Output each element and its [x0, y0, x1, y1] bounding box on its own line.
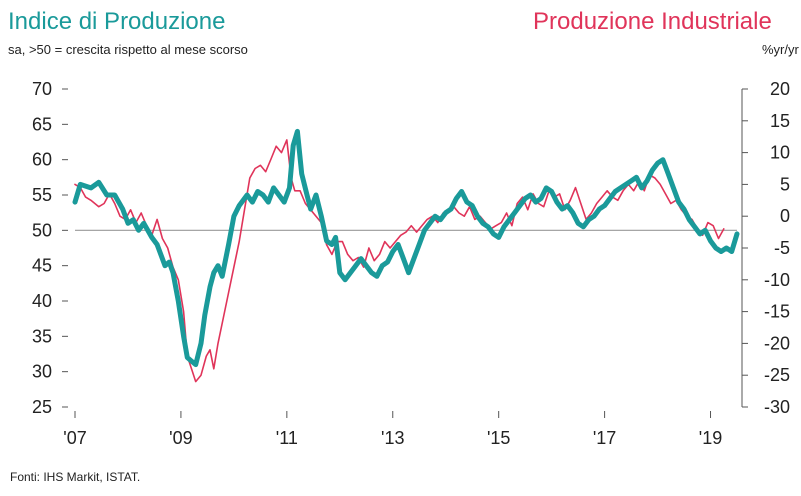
left-axis-tick-label: 65 [32, 114, 52, 134]
right-axis-tick-label: -10 [764, 270, 790, 290]
left-axis-tick-label: 50 [32, 220, 52, 240]
left-axis-tick-label: 30 [32, 362, 52, 382]
right-axis-tick-label: -15 [764, 302, 790, 322]
x-axis-tick-label: '17 [593, 428, 616, 448]
x-axis-tick-label: '09 [169, 428, 192, 448]
right-axis-tick-label: -20 [764, 333, 790, 353]
x-axis-tick-label: '13 [381, 428, 404, 448]
series-line-industrial-production [74, 139, 725, 383]
x-axis-tick-label: '19 [699, 428, 722, 448]
right-axis-tick-label: -25 [764, 365, 790, 385]
right-axis-tick-label: -5 [774, 238, 790, 258]
series-line-pmi [72, 128, 740, 368]
right-axis-tick-label: 15 [770, 111, 790, 131]
right-axis-tick-label: 0 [780, 206, 790, 226]
x-axis-tick-label: '07 [63, 428, 86, 448]
chart-subtitle: sa, >50 = crescita rispetto al mese scor… [8, 42, 248, 57]
right-axis-tick-label: 20 [770, 79, 790, 99]
left-axis-tick-label: 35 [32, 326, 52, 346]
left-axis-tick-label: 45 [32, 256, 52, 276]
left-axis-tick-label: 25 [32, 397, 52, 417]
series-lines [72, 128, 740, 383]
x-axis-tick-label: '15 [487, 428, 510, 448]
right-axis-unit: %yr/yr [762, 42, 800, 57]
source-note: Fonti: IHS Markit, ISTAT. [10, 470, 140, 484]
left-axis-tick-label: 60 [32, 150, 52, 170]
right-axis-tick-label: 5 [780, 174, 790, 194]
right-axis-tick-label: 10 [770, 143, 790, 163]
chart-title: Indice di Produzione [8, 8, 225, 35]
axes [62, 88, 748, 418]
chart-title-right: Produzione Industriale [533, 8, 772, 35]
left-axis-tick-label: 70 [32, 79, 52, 99]
tick-labels: 7065605550454035302520151050-5-10-15-20-… [32, 79, 790, 448]
x-axis-tick-label: '11 [276, 428, 298, 448]
left-axis-tick-label: 40 [32, 291, 52, 311]
right-axis-tick-label: -30 [764, 397, 790, 417]
left-axis-tick-label: 55 [32, 185, 52, 205]
